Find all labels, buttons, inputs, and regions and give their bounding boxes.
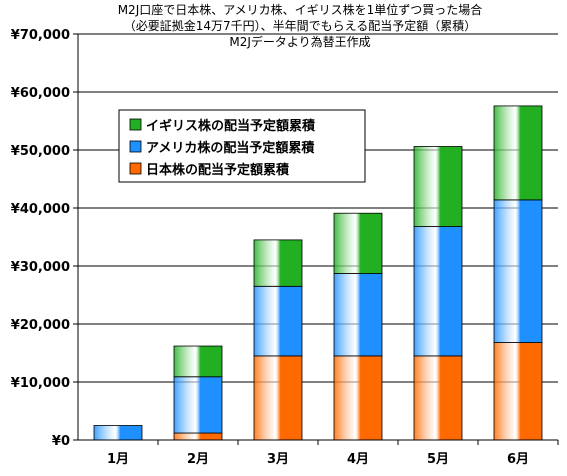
legend-swatch-1 — [129, 162, 142, 175]
y-tick-label: ¥20,000 — [11, 318, 70, 333]
legend-swatch-2 — [129, 140, 142, 153]
y-tick-label: ¥40,000 — [11, 202, 70, 217]
bar-segment-1-2月 — [173, 432, 223, 441]
x-tick-label: 4月 — [347, 452, 369, 467]
chart-title-group: M2J口座で日本株、アメリカ株、イギリス株を1単位ずつ買った場合（必要証拠金14… — [118, 2, 483, 49]
chart-title-line-3: M2Jデータより為替王作成 — [229, 34, 370, 49]
gridlines — [78, 33, 558, 383]
bar-segment-3-2月 — [173, 345, 223, 378]
x-tick-label: 1月 — [107, 452, 129, 467]
y-tick-label: ¥70,000 — [11, 28, 70, 43]
legend-label-3: イギリス株の配当予定額累積 — [146, 118, 316, 134]
bars — [93, 105, 543, 441]
legend-label-2: アメリカ株の配当予定額累積 — [146, 140, 315, 156]
y-tick-label: ¥60,000 — [11, 86, 70, 101]
bar-segment-2-1月 — [93, 425, 143, 441]
bar-segment-1-3月 — [253, 355, 303, 441]
bar-segment-1-4月 — [333, 355, 383, 441]
bar-segment-2-2月 — [173, 376, 223, 434]
bar-segment-2-3月 — [253, 285, 303, 357]
bar-segment-3-4月 — [333, 212, 383, 274]
bar-segment-2-6月 — [493, 199, 543, 343]
y-tick-label: ¥30,000 — [11, 260, 70, 275]
x-tick-label: 3月 — [267, 452, 289, 467]
legend-label-1: 日本株の配当予定額累積 — [146, 162, 290, 178]
x-tick-label: 5月 — [427, 452, 449, 467]
chart-title-line-2: （必要証拠金14万7千円）、半年間でもらえる配当予定額（累積） — [124, 18, 477, 33]
y-tick-label: ¥10,000 — [11, 376, 70, 391]
chart-title-line-1: M2J口座で日本株、アメリカ株、イギリス株を1単位ずつ買った場合 — [118, 2, 483, 17]
y-tick-label: ¥50,000 — [11, 144, 70, 159]
x-tick-label: 2月 — [187, 452, 209, 467]
bar-segment-1-5月 — [413, 355, 463, 441]
bar-segment-3-5月 — [413, 146, 463, 227]
bar-segment-2-4月 — [333, 273, 383, 357]
bar-segment-1-6月 — [493, 342, 543, 441]
legend-box — [118, 109, 366, 183]
y-tick-label: ¥0 — [52, 434, 70, 449]
axes: ¥0 ¥10,000 ¥20,000 ¥30,000 ¥40,000 ¥50,000 ¥60… — [11, 28, 559, 467]
bar-segment-3-6月 — [493, 105, 543, 201]
bar-segment-2-5月 — [413, 226, 463, 357]
x-tick-label: 6月 — [507, 452, 529, 467]
bar-segment-3-3月 — [253, 239, 303, 287]
legend-swatch-3 — [129, 118, 142, 131]
